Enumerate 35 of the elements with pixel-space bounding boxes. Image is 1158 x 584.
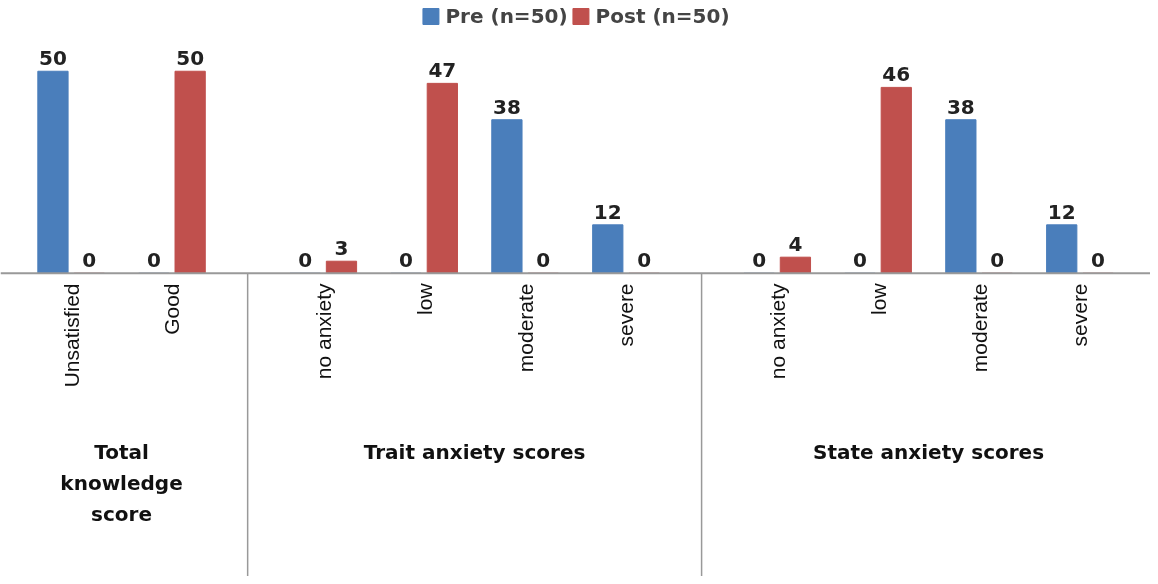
- x-tick-label: moderate: [513, 283, 537, 373]
- text: State anxiety scores: [813, 440, 1045, 465]
- data-label: 47: [428, 58, 457, 83]
- data-label: 0: [1091, 248, 1106, 273]
- data-label: 0: [82, 248, 97, 273]
- x-tick-label: low: [866, 282, 890, 315]
- data-label: 0: [990, 248, 1005, 273]
- text: Total knowledge score: [60, 440, 183, 527]
- x-tick-label: severe: [614, 283, 638, 347]
- legend-label: Pre (n=50): [445, 4, 568, 28]
- data-label: 38: [492, 94, 521, 119]
- data-label: 4: [788, 232, 803, 257]
- legend-label: Post (n=50): [595, 4, 730, 28]
- x-tick-label: severe: [1068, 283, 1092, 347]
- data-label: 0: [399, 248, 413, 273]
- x-tick-label: no anxiety: [765, 282, 789, 380]
- x-tick-label: Unsatisfied: [59, 283, 83, 388]
- data-label: 0: [637, 248, 652, 273]
- x-tick-label: moderate: [967, 283, 991, 373]
- data-label: 0: [146, 248, 161, 273]
- data-label: 3: [334, 236, 349, 261]
- data-label: 12: [593, 199, 622, 224]
- data-label: 46: [882, 62, 911, 87]
- x-tick-label: no anxiety: [311, 282, 335, 380]
- data-label: 12: [1047, 199, 1076, 224]
- data-label: 0: [853, 248, 867, 273]
- data-label: 0: [536, 248, 551, 273]
- data-label: 38: [946, 94, 975, 119]
- data-label: 0: [752, 248, 767, 273]
- data-label: 50: [176, 46, 205, 71]
- data-label: 0: [298, 248, 313, 273]
- data-label: 50: [39, 46, 67, 71]
- x-tick-label: low: [412, 282, 436, 315]
- text: Trait anxiety scores: [363, 440, 586, 465]
- x-tick-label: Good: [160, 283, 184, 335]
